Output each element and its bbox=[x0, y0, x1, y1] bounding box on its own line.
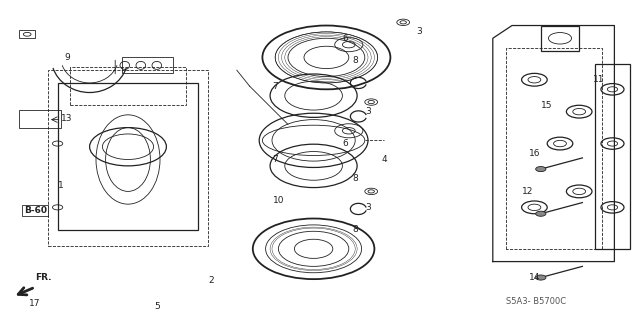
Bar bbox=[595, 64, 630, 249]
Text: 16: 16 bbox=[529, 149, 540, 158]
Text: 6: 6 bbox=[343, 139, 348, 148]
Text: 17: 17 bbox=[29, 299, 41, 308]
Text: 3: 3 bbox=[365, 203, 371, 212]
Bar bbox=[70, 67, 186, 105]
Text: 3: 3 bbox=[417, 27, 422, 36]
Text: 7: 7 bbox=[273, 82, 278, 91]
Bar bbox=[122, 57, 173, 73]
Bar bbox=[541, 26, 579, 51]
Text: 1: 1 bbox=[58, 181, 63, 189]
Text: 12: 12 bbox=[522, 187, 534, 196]
Text: 11: 11 bbox=[593, 75, 604, 84]
Bar bbox=[19, 30, 35, 38]
Text: FR.: FR. bbox=[35, 273, 52, 282]
Text: 6: 6 bbox=[343, 34, 348, 43]
Bar bbox=[48, 70, 208, 246]
Text: 5: 5 bbox=[154, 302, 159, 311]
Text: 9: 9 bbox=[65, 53, 70, 62]
Text: 2: 2 bbox=[209, 276, 214, 285]
Text: 4: 4 bbox=[381, 155, 387, 164]
Circle shape bbox=[536, 211, 546, 216]
Text: 3: 3 bbox=[365, 107, 371, 116]
Text: 15: 15 bbox=[541, 101, 553, 110]
Text: 14: 14 bbox=[529, 273, 540, 282]
Text: 10: 10 bbox=[273, 197, 284, 205]
Text: 7: 7 bbox=[273, 155, 278, 164]
Text: 8: 8 bbox=[353, 225, 358, 234]
Circle shape bbox=[536, 275, 546, 280]
Text: 8: 8 bbox=[353, 56, 358, 65]
Text: S5A3- B5700C: S5A3- B5700C bbox=[506, 297, 566, 306]
Text: 13: 13 bbox=[61, 114, 73, 122]
Circle shape bbox=[536, 167, 546, 172]
Text: B-60: B-60 bbox=[24, 206, 47, 215]
Bar bbox=[19, 110, 61, 128]
Bar bbox=[58, 83, 198, 230]
Text: 8: 8 bbox=[353, 174, 358, 183]
